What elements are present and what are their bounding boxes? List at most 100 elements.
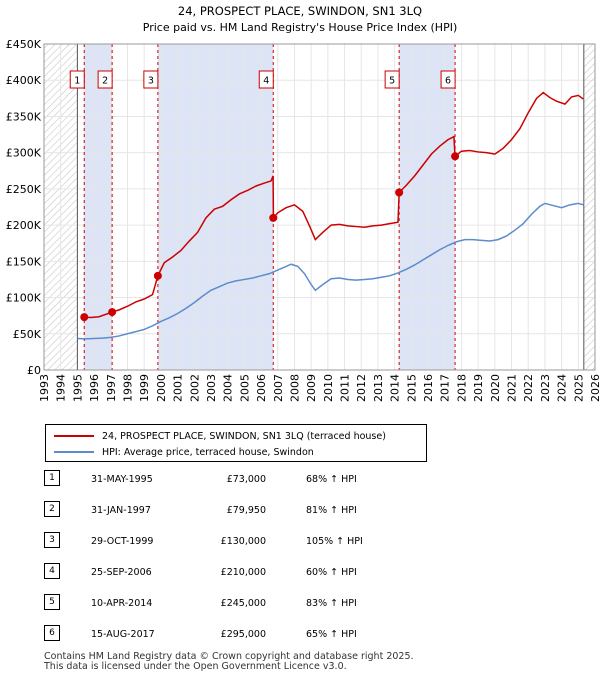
footer-line-1: Contains HM Land Registry data © Crown c… xyxy=(44,651,414,662)
sale-price: £79,950 xyxy=(226,505,266,516)
legend-swatch-hpi xyxy=(54,451,94,453)
sale-price: £210,000 xyxy=(220,567,266,578)
legend-item-hpi: HPI: Average price, terraced house, Swin… xyxy=(54,444,314,460)
x-tick-label: 2016 xyxy=(422,374,435,402)
sale-row: 1 31-MAY-1995 £73,000 68% ↑ HPI xyxy=(44,470,384,490)
x-tick-label: 2020 xyxy=(489,374,502,402)
sale-hpi-diff: 60% ↑ HPI xyxy=(306,567,357,578)
sale-label-box xyxy=(69,70,85,89)
x-tick-label: 2022 xyxy=(522,374,535,402)
x-tick-label: 2011 xyxy=(339,374,352,402)
sale-number-badge: 6 xyxy=(44,625,60,641)
legend-item-property: 24, PROSPECT PLACE, SWINDON, SN1 3LQ (te… xyxy=(54,428,386,444)
x-tick-label: 2017 xyxy=(439,374,452,402)
chart-legend: 24, PROSPECT PLACE, SWINDON, SN1 3LQ (te… xyxy=(45,424,427,462)
sale-hpi-diff: 83% ↑ HPI xyxy=(306,598,357,609)
sale-price: £73,000 xyxy=(226,474,266,485)
plot-frame xyxy=(43,43,596,371)
x-tick-label: 2000 xyxy=(155,374,168,402)
sale-label-number: 2 xyxy=(102,76,108,87)
plot-background xyxy=(44,44,595,370)
x-tick-label: 2018 xyxy=(455,374,468,402)
sale-point xyxy=(269,213,278,222)
sale-point xyxy=(451,152,460,161)
x-tick-label: 2006 xyxy=(255,374,268,402)
x-tick-label: 2009 xyxy=(305,374,318,402)
sale-number-badge: 1 xyxy=(44,470,60,486)
sale-date: 31-JAN-1997 xyxy=(91,505,151,516)
sale-hpi-diff: 105% ↑ HPI xyxy=(306,536,363,547)
x-tick-label: 2007 xyxy=(272,374,285,402)
sale-hpi-diff: 81% ↑ HPI xyxy=(306,505,357,516)
y-tick-label: £200K xyxy=(6,219,42,232)
sale-label-box xyxy=(440,70,456,89)
sale-price: £295,000 xyxy=(220,629,266,640)
x-tick-label: 2021 xyxy=(506,374,519,402)
x-tick-label: 2015 xyxy=(405,374,418,402)
x-tick-label: 2002 xyxy=(188,374,201,402)
sale-date: 25-SEP-2006 xyxy=(91,567,152,578)
legend-label-property: 24, PROSPECT PLACE, SWINDON, SN1 3LQ (te… xyxy=(102,430,386,442)
sale-point xyxy=(80,313,89,322)
x-tick-label: 1997 xyxy=(105,374,118,402)
y-tick-label: £400K xyxy=(6,74,42,87)
ownership-band xyxy=(399,44,456,370)
sale-row: 3 29-OCT-1999 £130,000 105% ↑ HPI xyxy=(44,532,384,552)
sale-row: 4 25-SEP-2006 £210,000 60% ↑ HPI xyxy=(44,563,384,583)
sale-date: 31-MAY-1995 xyxy=(91,474,153,485)
sale-row: 2 31-JAN-1997 £79,950 81% ↑ HPI xyxy=(44,501,384,521)
sale-number-badge: 2 xyxy=(44,501,60,517)
sale-price: £130,000 xyxy=(220,536,266,547)
y-tick-label: £100K xyxy=(6,292,42,305)
x-tick-label: 2014 xyxy=(389,374,402,402)
property-series-line xyxy=(84,91,584,319)
x-tick-label: 2012 xyxy=(355,374,368,402)
x-tick-label: 2023 xyxy=(539,374,552,402)
sale-number-badge: 3 xyxy=(44,532,60,548)
x-tick-label: 2026 xyxy=(589,374,600,402)
x-tick-label: 2001 xyxy=(172,374,185,402)
x-tick-label: 1995 xyxy=(71,374,84,402)
sale-label-box xyxy=(143,70,159,89)
x-tick-label: 1999 xyxy=(138,374,151,402)
sale-label-box xyxy=(258,70,274,89)
sale-label-box xyxy=(384,70,400,89)
sale-number-badge: 5 xyxy=(44,594,60,610)
x-tick-label: 2003 xyxy=(205,374,218,402)
ownership-band xyxy=(84,44,113,370)
sale-label-number: 1 xyxy=(74,76,80,87)
sale-date: 29-OCT-1999 xyxy=(91,536,154,547)
sale-point xyxy=(153,271,162,280)
y-tick-label: £0 xyxy=(27,364,41,377)
legend-swatch-property xyxy=(54,435,94,437)
y-tick-label: £300K xyxy=(6,147,42,160)
hatch-region-right xyxy=(583,44,595,370)
sale-number-badge: 4 xyxy=(44,563,60,579)
price-chart: 24, PROSPECT PLACE, SWINDON, SN1 3LQ Pric… xyxy=(6,4,600,402)
y-tick-label: £150K xyxy=(6,255,42,268)
x-tick-label: 2024 xyxy=(556,374,569,402)
sale-hpi-diff: 65% ↑ HPI xyxy=(306,629,357,640)
footer-line-2: This data is licensed under the Open Gov… xyxy=(44,661,347,672)
x-tick-label: 2013 xyxy=(372,374,385,402)
sale-hpi-diff: 68% ↑ HPI xyxy=(306,474,357,485)
legend-label-hpi: HPI: Average price, terraced house, Swin… xyxy=(102,446,314,458)
ownership-band xyxy=(157,44,274,370)
x-tick-label: 2019 xyxy=(472,374,485,402)
sale-label-number: 4 xyxy=(263,76,269,87)
sale-date: 10-APR-2014 xyxy=(91,598,153,609)
x-tick-label: 1996 xyxy=(88,374,101,402)
chart-title: 24, PROSPECT PLACE, SWINDON, SN1 3LQ xyxy=(178,4,422,18)
x-tick-label: 2025 xyxy=(572,374,585,402)
x-tick-label: 2005 xyxy=(238,374,251,402)
hpi-series-line xyxy=(77,202,584,340)
x-tick-label: 1993 xyxy=(38,374,51,402)
y-tick-label: £250K xyxy=(6,183,42,196)
x-tick-label: 2004 xyxy=(222,374,235,402)
x-tick-label: 1994 xyxy=(55,374,68,402)
sale-point xyxy=(395,188,404,197)
sale-date: 15-AUG-2017 xyxy=(91,629,155,640)
x-tick-label: 2008 xyxy=(288,374,301,402)
sale-label-number: 6 xyxy=(445,76,451,87)
footer-notice: Contains HM Land Registry data © Crown c… xyxy=(44,652,414,672)
